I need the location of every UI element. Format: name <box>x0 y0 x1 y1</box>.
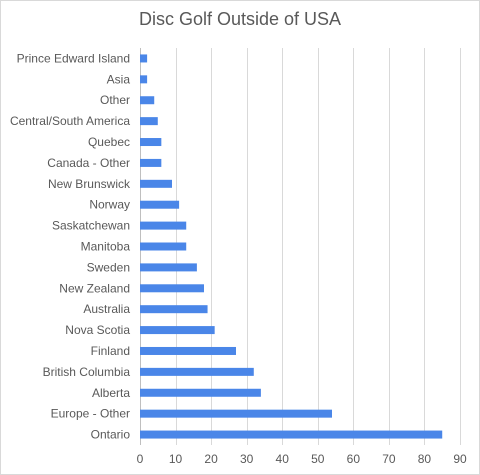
x-tick-label: 30 <box>240 452 254 466</box>
category-label: Finland <box>91 344 130 358</box>
category-label: Central/South America <box>10 114 130 128</box>
bar <box>140 200 180 209</box>
x-tick-label: 10 <box>169 452 183 466</box>
category-label: Norway <box>89 198 130 212</box>
category-label: British Columbia <box>43 365 131 379</box>
bar <box>140 388 261 397</box>
category-label: Europe - Other <box>51 407 130 421</box>
category-label: Asia <box>107 72 131 86</box>
bar <box>140 326 215 335</box>
bar <box>140 409 332 418</box>
category-label: New Brunswick <box>48 177 131 191</box>
x-tick-label: 40 <box>276 452 290 466</box>
bar <box>140 430 443 439</box>
category-label: Prince Edward Island <box>17 51 130 65</box>
bar <box>140 367 254 376</box>
bar <box>140 263 197 272</box>
bar <box>140 138 162 147</box>
category-label: Saskatchewan <box>52 219 130 233</box>
bar <box>140 242 187 251</box>
x-tick-label: 20 <box>204 452 218 466</box>
bar <box>140 158 162 167</box>
bar <box>140 117 158 126</box>
bar <box>140 96 155 105</box>
x-tick-label: 0 <box>137 452 144 466</box>
x-tick-label: 80 <box>418 452 432 466</box>
bar <box>140 346 236 355</box>
bar <box>140 305 208 314</box>
category-label: Sweden <box>87 260 130 274</box>
x-tick-label: 50 <box>311 452 325 466</box>
bar <box>140 221 187 230</box>
category-label: Canada - Other <box>47 156 130 170</box>
category-label: Manitoba <box>81 240 131 254</box>
bar <box>140 75 148 84</box>
category-label: Nova Scotia <box>65 323 130 337</box>
x-tick-label: 90 <box>453 452 467 466</box>
bar <box>140 284 204 293</box>
category-label: Alberta <box>92 386 130 400</box>
chart-title: Disc Golf Outside of USA <box>138 9 342 29</box>
x-tick-label: 60 <box>347 452 361 466</box>
category-label: Ontario <box>91 428 131 442</box>
category-label: Quebec <box>88 135 130 149</box>
category-label: New Zealand <box>59 281 130 295</box>
x-tick-label: 70 <box>382 452 396 466</box>
category-label: Australia <box>83 302 130 316</box>
category-label: Other <box>100 93 130 107</box>
bar <box>140 179 172 188</box>
bar <box>140 54 148 63</box>
